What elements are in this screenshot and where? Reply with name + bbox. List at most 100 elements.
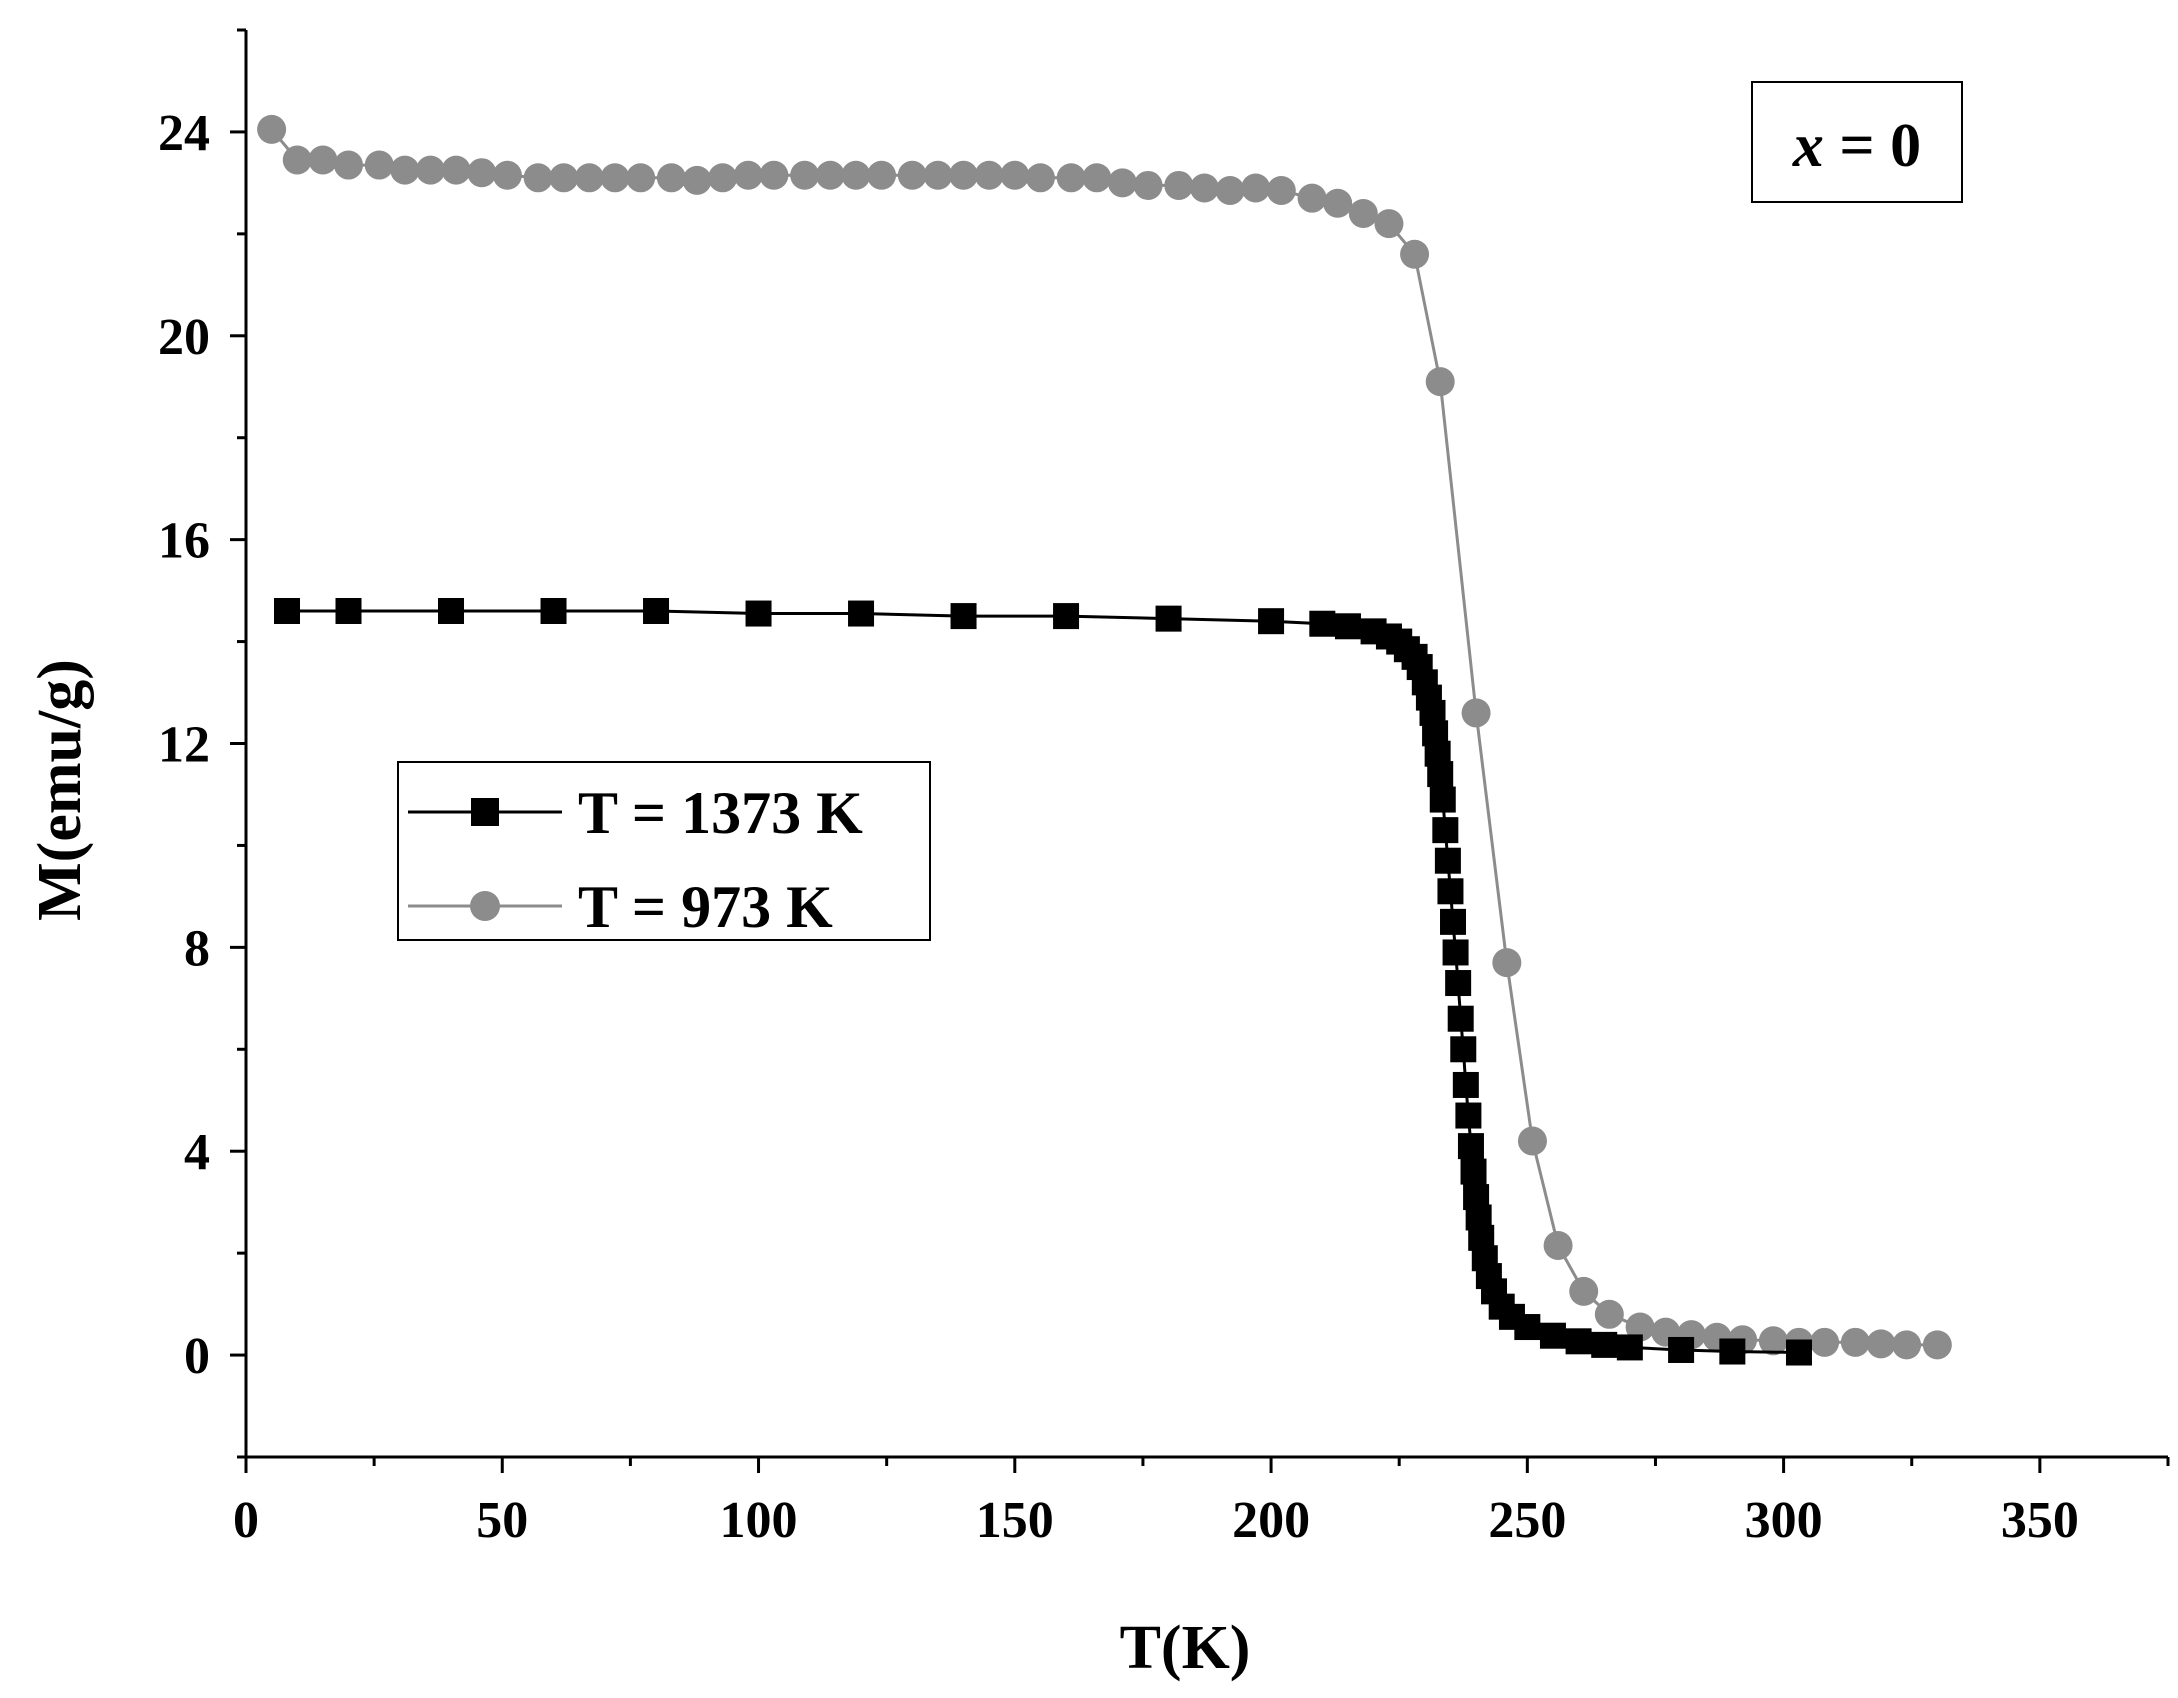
x-tick-label: 250: [1488, 1492, 1566, 1549]
annotation-var: x: [1792, 112, 1824, 180]
data-point-square: [1334, 613, 1361, 640]
data-point-square: [950, 603, 977, 630]
data-point-circle: [1425, 367, 1455, 397]
data-point-circle: [626, 163, 656, 193]
series-circle: [257, 114, 1952, 1360]
data-point-square: [274, 597, 301, 624]
data-point-circle: [790, 160, 820, 190]
legend: T = 1373 K T = 973 K: [397, 761, 931, 941]
data-point-square: [438, 597, 465, 624]
data-point-circle: [1625, 1312, 1655, 1342]
y-axis-title: M(emu/g): [26, 659, 94, 921]
data-point-circle: [1266, 176, 1296, 206]
data-point-circle: [708, 163, 738, 193]
legend-marker-circle: [470, 891, 500, 921]
data-point-square: [1450, 1036, 1477, 1063]
data-point-square: [1719, 1338, 1746, 1365]
data-point-circle: [441, 155, 471, 185]
data-point-circle: [1400, 239, 1430, 269]
annotation-text: x = 0: [1792, 112, 1921, 180]
x-tick-label: 0: [233, 1492, 259, 1549]
series-line: [270, 128, 1938, 1347]
data-point-circle: [1215, 176, 1245, 206]
data-point-circle: [1461, 698, 1491, 728]
data-point-circle: [1922, 1330, 1952, 1360]
data-point-square: [1440, 908, 1467, 935]
series-line: [287, 609, 1800, 1354]
data-point-circle: [523, 163, 553, 193]
y-tick-label: 12: [158, 717, 210, 774]
data-point-circle: [815, 160, 845, 190]
data-point-circle: [733, 160, 763, 190]
data-point-circle: [364, 150, 394, 180]
data-point-square: [1427, 761, 1454, 788]
annotation-value: = 0: [1824, 112, 1921, 180]
data-point-circle: [257, 114, 287, 144]
data-point-circle: [1569, 1276, 1599, 1306]
data-point-square: [1258, 608, 1285, 635]
data-point-circle: [1840, 1327, 1870, 1357]
annotation-box: x = 0: [1751, 81, 1963, 203]
x-axis-title: T(K): [1120, 1614, 1251, 1682]
data-point-square: [745, 600, 772, 627]
data-point-circle: [416, 155, 446, 185]
data-point-circle: [600, 163, 630, 193]
data-point-circle: [923, 160, 953, 190]
data-point-square: [540, 597, 567, 624]
data-point-circle: [1594, 1299, 1624, 1329]
data-point-square: [1616, 1334, 1643, 1361]
legend-marker-square: [471, 798, 499, 826]
y-tick-label: 24: [158, 105, 210, 162]
data-point-square: [1591, 1331, 1618, 1358]
y-tick-label: 16: [158, 513, 210, 570]
x-tick-label: 50: [476, 1492, 528, 1549]
data-point-circle: [390, 155, 420, 185]
y-tick-label: 0: [184, 1328, 210, 1385]
data-point-circle: [1107, 168, 1137, 198]
data-point-square: [1668, 1336, 1695, 1363]
data-point-circle: [1323, 188, 1353, 218]
data-point-circle: [656, 163, 686, 193]
data-point-square: [1514, 1314, 1541, 1341]
data-point-circle: [334, 150, 364, 180]
data-point-circle: [492, 160, 522, 190]
series-layer: [257, 114, 1952, 1366]
data-point-circle: [682, 165, 712, 195]
data-point-circle: [308, 145, 338, 175]
data-point-square: [1434, 847, 1461, 874]
data-point-square: [848, 600, 875, 627]
data-point-circle: [467, 158, 497, 188]
data-point-square: [1452, 1071, 1479, 1098]
axes: 0 50 100 150 200 250 300 350 0 4 8 12 16 20 24: [158, 28, 2170, 1549]
series-square: [274, 597, 1812, 1366]
x-tick-label: 100: [720, 1492, 798, 1549]
data-point-square: [1432, 817, 1459, 844]
data-point-square: [335, 597, 362, 624]
data-point-circle: [282, 145, 312, 175]
data-point-circle: [1164, 170, 1194, 200]
data-point-circle: [1082, 163, 1112, 193]
data-point-square: [1429, 786, 1456, 813]
data-point-square: [1309, 610, 1336, 637]
data-point-circle: [1892, 1330, 1922, 1360]
y-tick-label: 20: [158, 309, 210, 366]
data-point-circle: [974, 160, 1004, 190]
data-point-circle: [574, 163, 604, 193]
data-point-circle: [1517, 1126, 1547, 1156]
legend-label-1373: T = 1373 K: [578, 780, 863, 846]
x-tick-label: 200: [1232, 1492, 1310, 1549]
data-point-circle: [549, 163, 579, 193]
data-point-square: [1460, 1158, 1487, 1185]
data-point-square: [1447, 1005, 1474, 1032]
data-point-circle: [1374, 209, 1404, 239]
data-point-circle: [897, 160, 927, 190]
data-point-circle: [1133, 170, 1163, 200]
annotation-frame: [1751, 81, 1963, 203]
data-point-square: [1053, 603, 1080, 630]
data-point-square: [1437, 878, 1464, 905]
data-point-square: [1155, 605, 1182, 632]
data-point-circle: [1866, 1329, 1896, 1359]
data-point-circle: [1056, 163, 1086, 193]
